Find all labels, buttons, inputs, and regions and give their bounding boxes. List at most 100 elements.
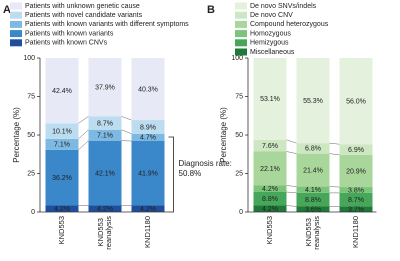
bar-segment xyxy=(296,192,330,207)
bar-segment xyxy=(131,141,165,206)
x-tick-label: KND553 xyxy=(265,216,274,244)
x-tick-label: KND1180 xyxy=(351,216,360,248)
value-label: 4.2% xyxy=(140,206,156,213)
legend-swatch xyxy=(235,11,247,19)
panel-label: A xyxy=(3,4,11,16)
value-label: 7.6% xyxy=(262,143,278,150)
bar-segment xyxy=(88,205,122,212)
bar-segment xyxy=(296,206,330,212)
bar-segment xyxy=(131,133,165,142)
connector-line xyxy=(286,205,297,207)
legend-swatch xyxy=(235,39,247,47)
connector-line xyxy=(286,151,297,154)
value-label: 36.2% xyxy=(52,175,72,182)
bar-segment xyxy=(296,58,330,144)
value-label: 4.7% xyxy=(140,135,156,142)
value-label: 8.7% xyxy=(97,120,113,127)
value-label: 3.7% xyxy=(348,206,364,213)
value-label: 53.1% xyxy=(260,96,280,103)
x-tick-label-line: reanalysis xyxy=(104,216,113,250)
legend-label: Patients with unknown genetic cause xyxy=(25,3,140,10)
bar-segment xyxy=(45,205,79,212)
bar-segment xyxy=(45,149,79,206)
legend-swatch xyxy=(235,30,247,38)
y-axis-label: Percentage (%) xyxy=(12,107,21,163)
legend-label: Homozygous xyxy=(250,30,291,37)
value-label: 4.2% xyxy=(97,206,113,213)
value-label: 8.9% xyxy=(140,124,156,131)
x-tick-label: KND553 reanalysis xyxy=(96,216,113,250)
bar-segment xyxy=(253,151,287,186)
legend-label: Patients with known variants xyxy=(25,30,114,37)
legend-swatch xyxy=(235,20,247,28)
legend-label: Compound heterozygous xyxy=(250,21,329,28)
legend-swatch xyxy=(10,11,22,19)
y-tick-label: 25 xyxy=(27,170,35,177)
bar-segment xyxy=(253,185,287,192)
connector-line xyxy=(121,116,132,121)
y-tick-label: 0 xyxy=(239,209,243,216)
bar-segment xyxy=(253,139,287,152)
y-tick-label: 100 xyxy=(23,55,35,62)
bar-segment xyxy=(88,140,122,206)
connector-line xyxy=(78,129,89,140)
y-tick-label: 50 xyxy=(235,132,243,139)
connector-line xyxy=(78,140,89,150)
connector-line xyxy=(121,129,132,135)
bar-segment xyxy=(253,58,287,140)
value-label: 21.4% xyxy=(303,167,323,174)
x-tick-label: KND1180 xyxy=(143,216,152,248)
legend-label: Hemizygous xyxy=(250,40,289,47)
value-label: 4.1% xyxy=(305,187,321,194)
bar-segment xyxy=(339,58,373,145)
connector-line xyxy=(329,142,340,145)
legend-label: Patients with known CNVs xyxy=(25,40,108,47)
value-label: 3.6% xyxy=(305,207,321,214)
y-axis-label: Percentage (%) xyxy=(219,107,228,163)
value-label: 20.9% xyxy=(346,168,366,175)
bar-segment xyxy=(339,154,373,188)
legend-swatch xyxy=(10,2,22,10)
connector-line xyxy=(286,191,297,194)
value-label: 10.1% xyxy=(52,128,72,135)
bar-segment xyxy=(296,143,330,154)
legend-label: Patients with known variants with differ… xyxy=(25,21,189,28)
bar-segment xyxy=(339,192,373,207)
y-tick-label: 75 xyxy=(235,93,243,100)
connector-line xyxy=(286,139,297,144)
bar-segment xyxy=(253,205,287,212)
x-tick-label-line: KND553 xyxy=(304,216,313,246)
x-tick-label: KND553 reanalysis xyxy=(304,216,321,250)
bar-segment xyxy=(339,144,373,155)
value-label: 8.8% xyxy=(305,197,321,204)
annotation: 50.8% xyxy=(179,169,202,178)
y-tick-label: 100 xyxy=(231,55,243,62)
value-label: 7.1% xyxy=(97,133,113,140)
bar-segment xyxy=(296,153,330,187)
x-tick-label-line: reanalysis xyxy=(312,216,321,250)
panel-label: B xyxy=(207,4,215,16)
bar-segment xyxy=(45,123,79,139)
value-label: 42.4% xyxy=(52,88,72,95)
value-label: 7.1% xyxy=(54,142,70,149)
value-label: 56.0% xyxy=(346,98,366,105)
value-label: 4.2% xyxy=(54,206,70,213)
connector-line xyxy=(78,116,89,124)
legend-swatch xyxy=(10,30,22,38)
legend-swatch xyxy=(235,48,247,56)
bar-segment xyxy=(131,205,165,212)
value-label: 42.1% xyxy=(95,170,115,177)
connector-line xyxy=(286,185,297,187)
x-tick-label: KND553 xyxy=(57,216,66,244)
legend-swatch xyxy=(10,20,22,28)
legend-label: Patients with novel candidate variants xyxy=(25,12,143,19)
annotation: Diagnosis rate: xyxy=(179,159,232,168)
bar-segment xyxy=(131,120,165,134)
value-label: 6.8% xyxy=(305,146,321,153)
value-label: 37.9% xyxy=(95,85,115,92)
value-label: 8.7% xyxy=(348,197,364,204)
y-tick-label: 75 xyxy=(27,93,35,100)
legend-label: Miscellaneous xyxy=(250,49,295,56)
bar-segment xyxy=(45,138,79,150)
